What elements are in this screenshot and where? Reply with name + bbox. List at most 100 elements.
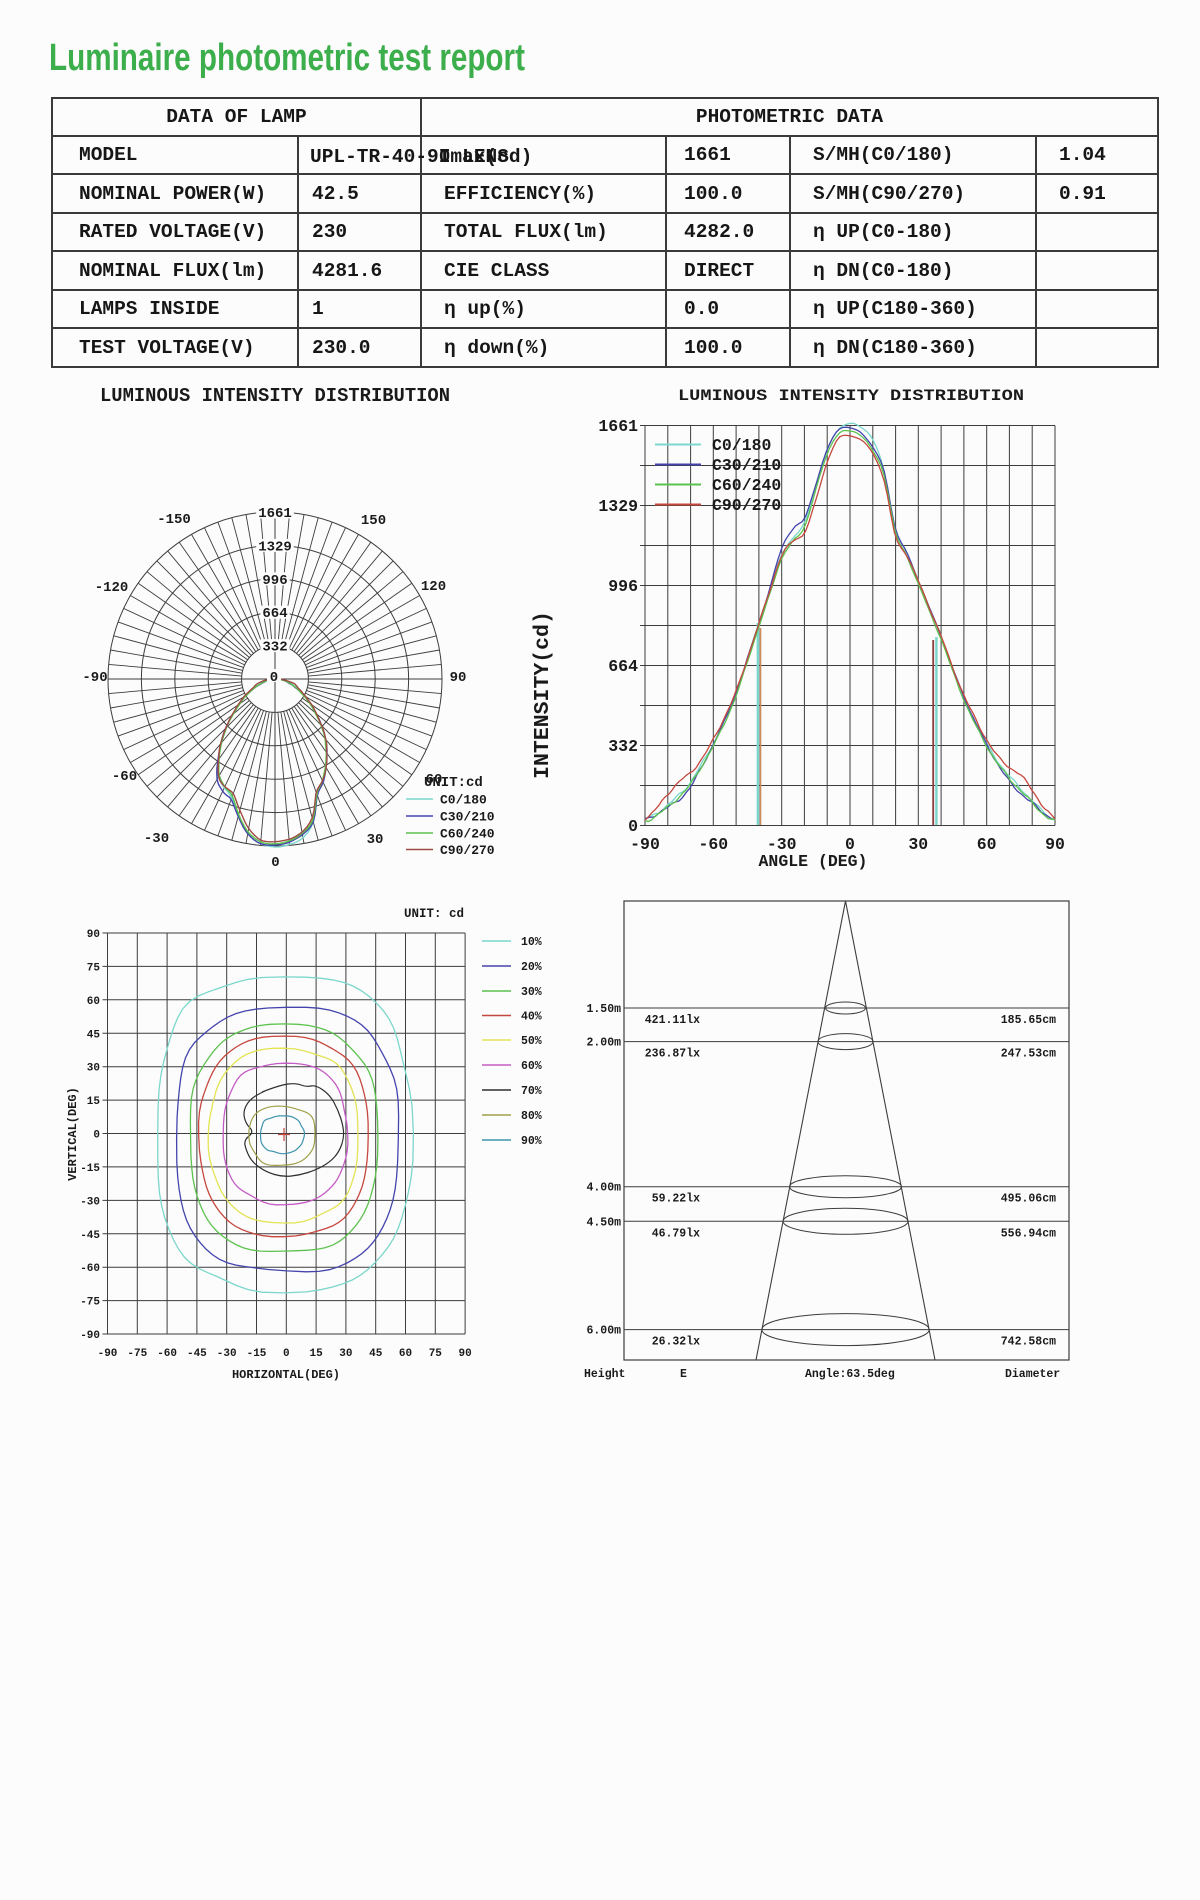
svg-text:E: E [680,1368,687,1381]
svg-text:60: 60 [977,835,997,854]
svg-text:15: 15 [309,1348,323,1360]
svg-text:C0/180: C0/180 [712,436,771,455]
svg-text:60%: 60% [521,1060,542,1073]
svg-text:60: 60 [399,1348,412,1360]
svg-text:15: 15 [87,1096,101,1108]
svg-text:-30: -30 [144,831,169,847]
svg-text:421.11lx: 421.11lx [645,1014,700,1027]
svg-text:-15: -15 [80,1163,100,1175]
svg-text:30: 30 [367,832,384,848]
svg-text:-90: -90 [630,835,660,854]
svg-text:-45: -45 [187,1348,207,1360]
svg-text:-60: -60 [80,1263,100,1275]
svg-text:60: 60 [87,996,100,1008]
svg-text:VERTICAL(DEG): VERTICAL(DEG) [66,1087,80,1181]
svg-text:4.00m: 4.00m [586,1182,621,1195]
svg-text:185.65cm: 185.65cm [1001,1014,1056,1027]
svg-text:30: 30 [339,1348,352,1360]
svg-text:-75: -75 [127,1348,147,1360]
svg-text:HORIZONTAL(DEG): HORIZONTAL(DEG) [232,1368,340,1382]
svg-text:664: 664 [262,606,287,622]
svg-text:UNIT:cd: UNIT:cd [424,775,483,791]
svg-text:LUMINOUS INTENSITY DISTRIBUTIO: LUMINOUS INTENSITY DISTRIBUTION [100,385,450,407]
svg-text:90: 90 [458,1348,471,1360]
svg-text:6.00m: 6.00m [586,1325,621,1338]
svg-text:0: 0 [845,835,855,854]
svg-text:120: 120 [421,579,446,595]
svg-text:-15: -15 [247,1348,267,1360]
svg-text:45: 45 [87,1029,101,1041]
svg-text:70%: 70% [521,1085,542,1098]
svg-text:C30/210: C30/210 [440,810,495,825]
svg-text:C90/270: C90/270 [712,496,781,515]
svg-text:-90: -90 [82,670,107,686]
svg-text:75: 75 [87,962,101,974]
svg-text:-75: -75 [80,1297,100,1309]
svg-text:26.32lx: 26.32lx [652,1336,700,1349]
svg-text:1661: 1661 [258,506,292,522]
svg-text:-90: -90 [80,1330,100,1342]
svg-text:30: 30 [908,835,928,854]
svg-text:75: 75 [429,1348,443,1360]
svg-text:996: 996 [262,573,287,589]
svg-text:-30: -30 [217,1348,237,1360]
svg-text:664: 664 [608,657,638,676]
svg-text:Height: Height [584,1368,625,1381]
svg-text:50%: 50% [521,1035,542,1048]
svg-text:-150: -150 [157,512,191,528]
svg-text:0: 0 [93,1130,100,1142]
svg-text:30: 30 [87,1063,100,1075]
svg-text:90%: 90% [521,1135,542,1148]
svg-text:-60: -60 [157,1348,177,1360]
svg-text:-60: -60 [698,835,728,854]
svg-text:90: 90 [87,929,100,941]
svg-text:80%: 80% [521,1110,542,1123]
svg-text:332: 332 [262,640,287,656]
svg-text:1.50m: 1.50m [586,1003,621,1016]
svg-text:LUMINOUS INTENSITY DISTRIBUTIO: LUMINOUS INTENSITY DISTRIBUTION [678,387,1024,405]
svg-text:46.79lx: 46.79lx [652,1227,700,1240]
svg-text:0: 0 [628,817,638,836]
svg-text:C0/180: C0/180 [440,793,487,808]
svg-text:C60/240: C60/240 [440,827,495,842]
svg-text:-90: -90 [98,1348,118,1360]
svg-text:45: 45 [369,1348,383,1360]
svg-text:150: 150 [361,513,386,529]
svg-text:-60: -60 [112,769,137,785]
svg-text:C60/240: C60/240 [712,476,781,495]
svg-text:30%: 30% [521,986,542,999]
svg-text:1329: 1329 [258,539,292,555]
svg-text:20%: 20% [521,961,542,974]
svg-text:247.53cm: 247.53cm [1001,1048,1056,1061]
svg-text:0: 0 [271,855,279,871]
svg-text:Angle:63.5deg: Angle:63.5deg [805,1368,895,1381]
svg-text:2.00m: 2.00m [586,1037,621,1050]
svg-text:1661: 1661 [598,417,638,436]
svg-text:495.06cm: 495.06cm [1001,1193,1056,1206]
svg-text:90: 90 [450,670,467,686]
svg-text:C90/270: C90/270 [440,843,495,858]
svg-text:Diameter: Diameter [1005,1368,1060,1381]
svg-text:90: 90 [1045,835,1065,854]
svg-text:236.87lx: 236.87lx [645,1048,700,1061]
svg-text:10%: 10% [521,936,542,949]
svg-text:C30/210: C30/210 [712,456,781,475]
svg-text:332: 332 [608,737,638,756]
svg-text:UNIT: cd: UNIT: cd [404,907,464,921]
svg-text:ANGLE (DEG): ANGLE (DEG) [759,852,868,871]
svg-text:4.50m: 4.50m [586,1216,621,1229]
svg-text:-45: -45 [80,1230,100,1242]
svg-text:60: 60 [426,772,443,788]
svg-text:-30: -30 [80,1196,100,1208]
svg-text:-120: -120 [95,580,129,596]
svg-text:556.94cm: 556.94cm [1001,1227,1056,1240]
svg-text:1329: 1329 [598,497,638,516]
svg-text:59.22lx: 59.22lx [652,1193,700,1206]
svg-text:996: 996 [608,577,638,596]
svg-text:0: 0 [283,1348,290,1360]
svg-text:742.58cm: 742.58cm [1001,1336,1056,1349]
svg-text:0: 0 [270,670,278,686]
svg-text:-30: -30 [767,835,797,854]
svg-text:INTENSITY(cd): INTENSITY(cd) [531,611,555,779]
svg-text:40%: 40% [521,1011,542,1024]
